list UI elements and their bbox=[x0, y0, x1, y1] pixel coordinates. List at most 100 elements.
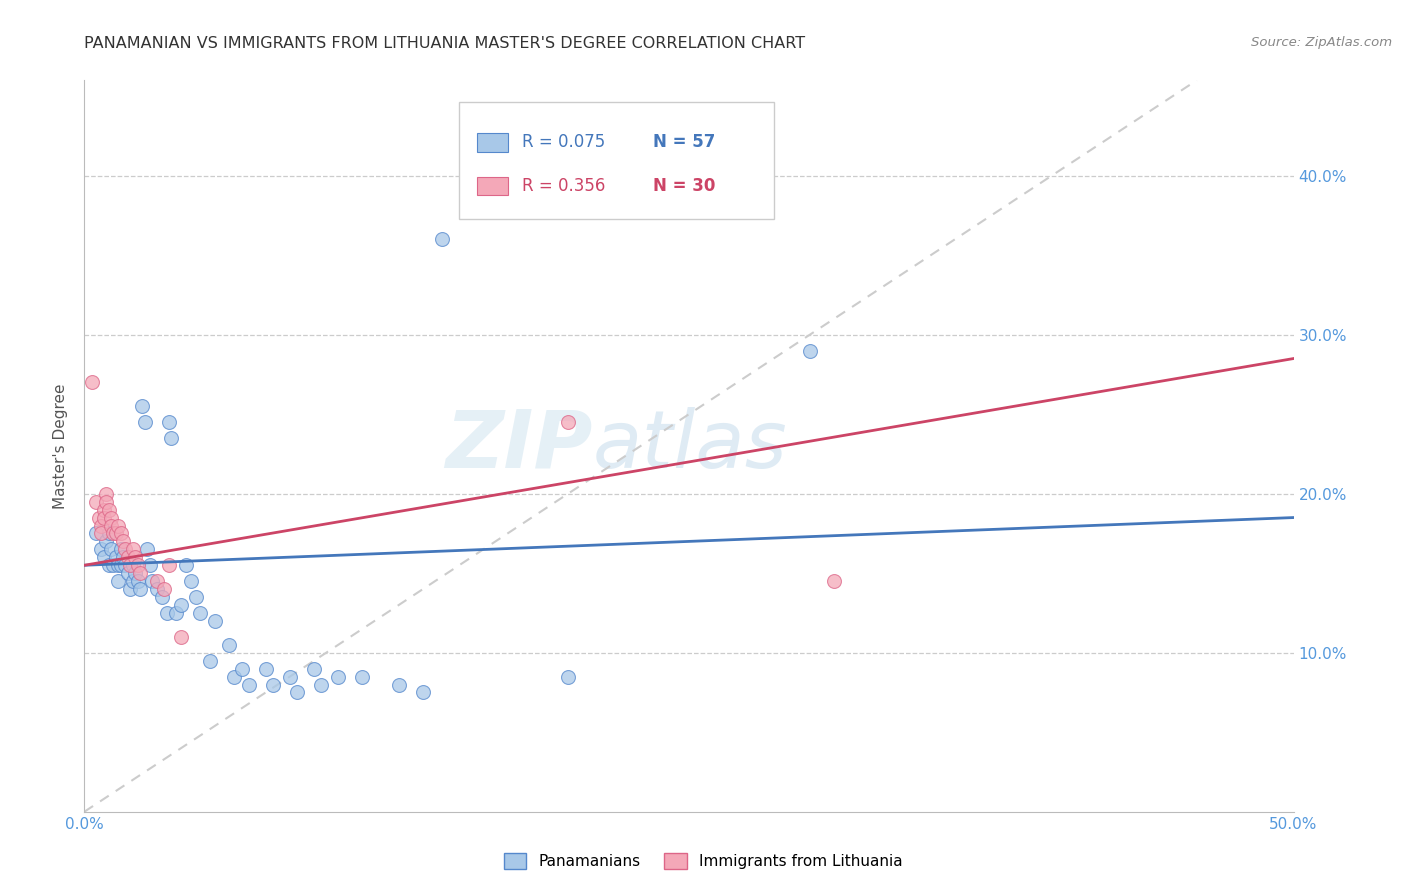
Point bbox=[100, 518, 122, 533]
Point bbox=[141, 574, 163, 589]
Legend: Panamanians, Immigrants from Lithuania: Panamanians, Immigrants from Lithuania bbox=[498, 847, 908, 875]
Point bbox=[157, 415, 180, 429]
Text: PANAMANIAN VS IMMIGRANTS FROM LITHUANIA MASTER'S DEGREE CORRELATION CHART: PANAMANIAN VS IMMIGRANTS FROM LITHUANIA … bbox=[84, 36, 806, 51]
Point bbox=[93, 502, 115, 516]
Text: R = 0.356: R = 0.356 bbox=[522, 178, 606, 195]
Point bbox=[104, 526, 127, 541]
Point bbox=[153, 582, 176, 596]
Point bbox=[90, 542, 112, 557]
Point bbox=[93, 550, 115, 565]
Point bbox=[157, 558, 180, 573]
Point bbox=[112, 534, 135, 549]
Point bbox=[104, 550, 127, 565]
Point bbox=[120, 582, 142, 596]
Point bbox=[87, 510, 110, 524]
Point bbox=[127, 574, 149, 589]
Point bbox=[165, 606, 187, 620]
Point bbox=[134, 415, 156, 429]
Point bbox=[231, 662, 253, 676]
Point bbox=[107, 574, 129, 589]
Point bbox=[103, 526, 125, 541]
Point bbox=[94, 494, 117, 508]
Point bbox=[170, 598, 193, 612]
Point bbox=[114, 558, 136, 573]
Point bbox=[97, 526, 120, 541]
Point bbox=[103, 558, 125, 573]
Point bbox=[90, 526, 112, 541]
Point bbox=[432, 232, 454, 246]
Point bbox=[107, 558, 129, 573]
Point bbox=[110, 542, 132, 557]
Text: R = 0.075: R = 0.075 bbox=[522, 134, 606, 152]
Point bbox=[311, 677, 333, 691]
Point bbox=[107, 518, 129, 533]
Point bbox=[262, 677, 284, 691]
Point bbox=[80, 376, 103, 390]
Point bbox=[117, 550, 139, 565]
Bar bbox=[478, 178, 508, 195]
Point bbox=[90, 518, 112, 533]
Point bbox=[180, 574, 202, 589]
Point bbox=[124, 566, 146, 581]
Point bbox=[388, 677, 411, 691]
Point bbox=[184, 590, 207, 604]
Text: Source: ZipAtlas.com: Source: ZipAtlas.com bbox=[1251, 36, 1392, 49]
Point bbox=[94, 486, 117, 500]
Point bbox=[302, 662, 325, 676]
Text: N = 30: N = 30 bbox=[652, 178, 716, 195]
Point bbox=[285, 685, 308, 699]
Point bbox=[823, 574, 845, 589]
Point bbox=[110, 526, 132, 541]
Point bbox=[238, 677, 260, 691]
Text: N = 57: N = 57 bbox=[652, 134, 716, 152]
Point bbox=[412, 685, 434, 699]
Point bbox=[174, 558, 197, 573]
Point bbox=[146, 574, 169, 589]
Point bbox=[110, 558, 132, 573]
Point bbox=[94, 534, 117, 549]
Point bbox=[146, 582, 169, 596]
Point bbox=[557, 415, 579, 429]
Point bbox=[127, 558, 149, 573]
Point bbox=[86, 494, 108, 508]
Point bbox=[129, 582, 152, 596]
Point bbox=[86, 526, 108, 541]
FancyBboxPatch shape bbox=[460, 103, 773, 219]
Text: ZIP: ZIP bbox=[444, 407, 592, 485]
Point bbox=[131, 399, 153, 413]
Point bbox=[218, 638, 240, 652]
Text: atlas: atlas bbox=[592, 407, 787, 485]
Point bbox=[190, 606, 212, 620]
Point bbox=[129, 566, 152, 581]
Point bbox=[352, 669, 374, 683]
Point bbox=[278, 669, 301, 683]
Point bbox=[120, 558, 142, 573]
Point bbox=[124, 550, 146, 565]
Point bbox=[138, 558, 160, 573]
Point bbox=[170, 630, 193, 644]
Point bbox=[121, 558, 143, 573]
Point bbox=[93, 510, 115, 524]
Point bbox=[97, 558, 120, 573]
Point bbox=[557, 669, 579, 683]
Point bbox=[100, 542, 122, 557]
Point bbox=[150, 590, 173, 604]
Point bbox=[799, 343, 821, 358]
Point bbox=[328, 669, 350, 683]
Bar bbox=[478, 133, 508, 152]
Point bbox=[100, 510, 122, 524]
Point bbox=[198, 654, 221, 668]
Point bbox=[254, 662, 277, 676]
Point bbox=[136, 542, 159, 557]
Point bbox=[114, 542, 136, 557]
Point bbox=[97, 502, 120, 516]
Point bbox=[112, 550, 135, 565]
Point bbox=[121, 542, 143, 557]
Point bbox=[121, 574, 143, 589]
Y-axis label: Master's Degree: Master's Degree bbox=[53, 384, 69, 508]
Point bbox=[204, 614, 226, 628]
Point bbox=[160, 431, 183, 445]
Point bbox=[155, 606, 177, 620]
Point bbox=[224, 669, 246, 683]
Point bbox=[117, 566, 139, 581]
